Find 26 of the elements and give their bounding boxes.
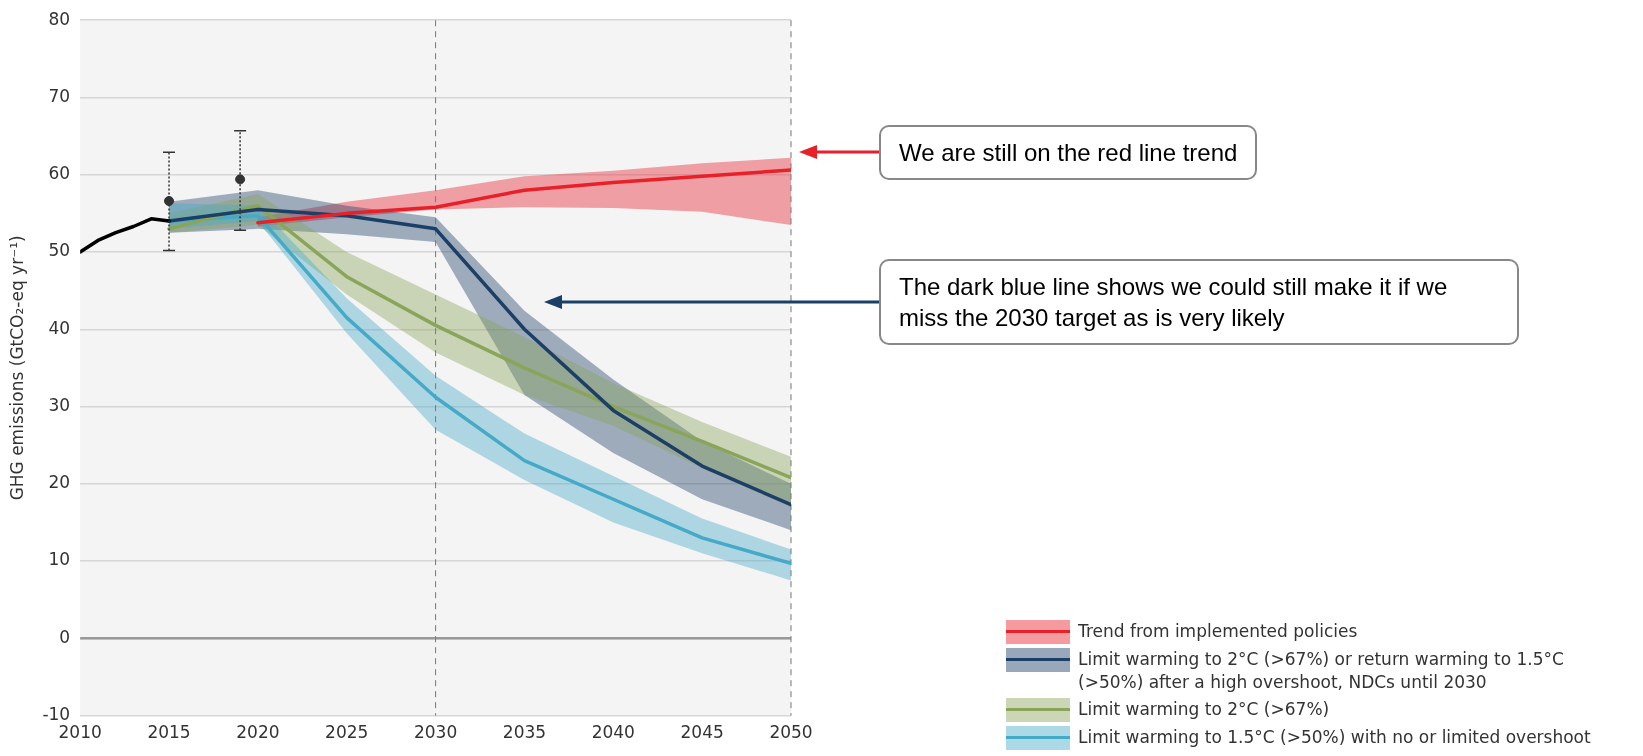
y-tick-label: 70 [48,85,71,106]
x-tick-label: 2035 [502,722,547,743]
x-tick-label: 2010 [58,722,102,743]
legend-label: Trend from implemented policies [1078,620,1358,643]
y-tick-label: 80 [48,8,71,29]
legend-label: Limit warming to 2°C (>67%) or return warming to 1.5°C (>50%) after a high overshoot, NDCs until 2030 [1078,648,1565,694]
x-tick-label: 2030 [413,722,458,743]
x-tick-label: 2015 [147,722,191,743]
x-tick-label: 2045 [680,722,724,743]
y-tick-label: 10 [48,549,71,570]
text: We are still on the red line trend [879,124,1258,180]
y-tick-label: 30 [48,394,71,415]
legend-label: Limit warming to 2°C (>67%) [1078,698,1330,721]
text: The dark blue line shows we could still make it if we miss the 2030 target as is very likely [879,259,1519,345]
x-tick-label: 2025 [325,722,369,743]
y-axis-title: GHG emissions (GtCO₂-eq yr⁻¹) [6,235,27,501]
y-tick-label: -10 [42,704,71,725]
y-tick-label: 40 [48,317,71,338]
x-tick-label: 2050 [769,722,813,743]
y-tick-label: 60 [48,163,71,184]
x-tick-label: 2040 [591,722,635,743]
y-tick-label: 0 [59,626,71,647]
x-tick-label: 2020 [236,722,280,743]
legend-label: Limit warming to 1.5°C (>50%) with no or limited overshoot [1078,726,1591,749]
y-tick-label: 50 [48,240,71,261]
y-tick-label: 20 [48,472,71,493]
